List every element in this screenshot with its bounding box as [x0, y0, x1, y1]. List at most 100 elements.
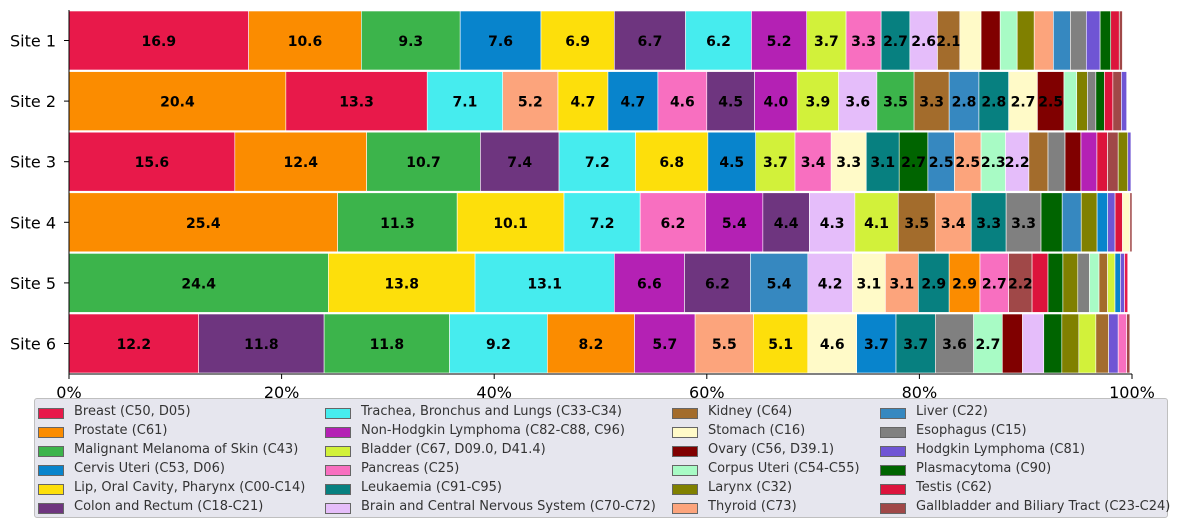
bar-segment [68, 253, 329, 313]
data-label: 5.5 [712, 337, 737, 353]
bar-segment [1126, 313, 1131, 374]
data-label: 5.4 [722, 216, 747, 232]
legend-label: Colon and Rectum (C18-C21) [74, 498, 264, 514]
bar-segment [68, 71, 287, 131]
data-label: 2.5 [1038, 95, 1063, 111]
bar-segment [1085, 10, 1101, 71]
legend-label: Liver (C22) [916, 404, 988, 419]
legend-swatch [880, 502, 906, 514]
data-label: 6.2 [705, 276, 730, 292]
data-label: 2.8 [952, 95, 977, 111]
bar-segment [634, 313, 696, 374]
data-label: 2.2 [1005, 155, 1030, 171]
data-label: 3.3 [851, 34, 876, 50]
bar-segment [1080, 192, 1098, 253]
data-label: 6.6 [637, 276, 662, 292]
bar-segment [1028, 131, 1049, 192]
data-label: 6.2 [661, 216, 686, 232]
legend-swatch [38, 408, 64, 419]
bar-segment [1070, 10, 1087, 71]
bar-segment [614, 10, 686, 71]
legend-label: Corpus Uteri (C54-C55) [708, 460, 860, 476]
legend-swatch [672, 445, 698, 457]
category-label: Site 4 [10, 213, 56, 232]
bar-segment [328, 253, 476, 313]
bar-segment [540, 10, 615, 71]
bar-segment [973, 313, 1003, 374]
bar-segment [449, 313, 548, 374]
data-label: 3.6 [942, 337, 967, 353]
data-label: 3.3 [1011, 216, 1036, 232]
bar-segment [978, 71, 1009, 131]
bar-segment [198, 313, 325, 374]
legend-label: Stomach (C16) [708, 422, 806, 438]
bar-segment [1047, 253, 1064, 313]
bar-segment [959, 10, 982, 71]
bar-segment [1110, 10, 1120, 71]
data-label: 13.1 [527, 276, 562, 292]
data-label: 7.2 [590, 216, 615, 232]
data-label: 4.3 [820, 216, 845, 232]
bar-segment [1005, 192, 1042, 253]
data-label: 3.5 [883, 95, 908, 111]
data-label: 13.3 [339, 95, 374, 111]
data-label: 10.1 [493, 216, 528, 232]
bar-segment [1008, 71, 1038, 131]
category-label: Site 6 [10, 335, 56, 354]
data-label: 11.8 [244, 337, 279, 353]
bar-segment [706, 71, 755, 131]
data-label: 8.2 [579, 337, 604, 353]
data-label: 3.3 [836, 155, 861, 171]
bar-segment [1095, 71, 1105, 131]
bar-segment [705, 192, 764, 253]
legend-swatch [880, 483, 906, 495]
data-label: 24.4 [181, 276, 216, 292]
legend-label: Prostate (C61) [74, 422, 168, 438]
data-label: 2.7 [976, 337, 1001, 353]
data-label: 2.7 [883, 34, 908, 50]
x-tick-label: 80% [902, 383, 938, 398]
data-label: 11.3 [380, 216, 415, 232]
data-label: 4.1 [864, 216, 889, 232]
data-label: 6.8 [659, 155, 684, 171]
legend-label: Gallbladder and Biliary Tract (C23-C24) [916, 498, 1171, 514]
data-label: 25.4 [186, 216, 221, 232]
category-label: Site 2 [10, 92, 56, 111]
bar-segment [913, 71, 950, 131]
data-label: 13.8 [384, 276, 419, 292]
bar-segment [607, 71, 659, 131]
bar-segment [856, 313, 897, 374]
legend-swatch [325, 464, 351, 476]
data-label: 4.5 [719, 155, 744, 171]
legend-swatch [325, 483, 351, 495]
bar-segment [1053, 10, 1071, 71]
data-label: 16.9 [142, 34, 177, 50]
bar-segment [750, 253, 809, 313]
bar-segment [1031, 253, 1049, 313]
data-label: 6.9 [565, 34, 590, 50]
data-label: 10.7 [406, 155, 441, 171]
legend-swatch [38, 502, 64, 514]
bar-segment [838, 71, 878, 131]
x-tick-label: 40% [476, 383, 512, 398]
data-label: 7.2 [585, 155, 610, 171]
legend-label: Esophagus (C15) [916, 422, 1027, 438]
bar-segment [806, 10, 847, 71]
data-label: 3.7 [814, 34, 839, 50]
legend-swatch [880, 445, 906, 457]
bar-segment [927, 131, 955, 192]
bar-segment [337, 192, 458, 253]
bar-segment [547, 313, 635, 374]
category-label: Site 5 [10, 274, 56, 293]
bar-segment [1076, 71, 1088, 131]
data-label: 2.3 [981, 155, 1006, 171]
bar-segment [1099, 10, 1112, 71]
data-label: 3.3 [976, 216, 1001, 232]
bar-segment [809, 192, 856, 253]
bar-segment [852, 253, 886, 313]
bar-segment [954, 131, 982, 192]
bar-segment [1047, 131, 1066, 192]
bar-segment [1096, 192, 1108, 253]
data-label: 7.4 [507, 155, 532, 171]
bar-segment [999, 10, 1018, 71]
